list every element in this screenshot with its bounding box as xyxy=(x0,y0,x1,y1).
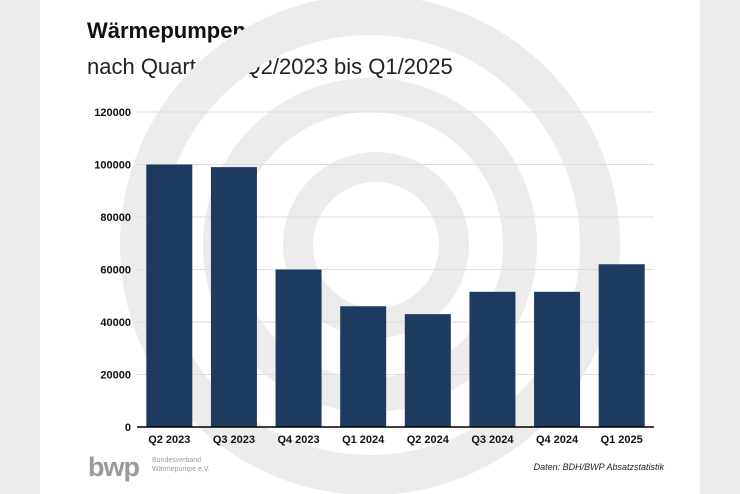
x-tick-label: Q2 2023 xyxy=(148,434,190,446)
x-tick-label: Q3 2023 xyxy=(213,434,255,446)
data-source: Daten: BDH/BWP Absatzstatistik xyxy=(533,462,664,472)
y-tick-label: 60000 xyxy=(100,265,131,277)
y-tick-label: 100000 xyxy=(94,160,131,172)
watermark-ring xyxy=(120,0,620,494)
x-tick-label: Q3 2024 xyxy=(471,434,514,446)
x-tick-label: Q4 2024 xyxy=(536,434,579,446)
logo-subline-1: Bundesverband xyxy=(152,457,202,464)
y-tick-label: 120000 xyxy=(94,107,131,119)
bar xyxy=(146,164,193,427)
bwp-logo-icon: bwp xyxy=(88,452,140,482)
y-axis-ticks: 0 20000 40000 60000 80000 100000 120000 xyxy=(94,107,131,434)
x-tick-label: Q1 2025 xyxy=(601,434,643,446)
bar xyxy=(275,269,322,427)
bar xyxy=(210,167,257,427)
y-tick-label: 0 xyxy=(125,422,131,434)
x-tick-label: Q4 2023 xyxy=(277,434,319,446)
bar xyxy=(340,306,387,427)
logo-subline-2: Wärmepumpe e.V. xyxy=(152,466,210,473)
logo-wordmark: bwp xyxy=(88,452,139,482)
bar xyxy=(469,291,516,427)
x-axis-ticks: Q2 2023 Q3 2023 Q4 2023 Q1 2024 Q2 2024 Q3 20… xyxy=(148,434,643,446)
bar xyxy=(534,291,581,427)
chart-card: Wärmepumpen-Absatz nach Quartalen Q2/202… xyxy=(40,0,700,494)
logo-subline: Bundesverband Wärmepumpe e.V. xyxy=(152,456,210,474)
x-tick-label: Q2 2024 xyxy=(407,434,450,446)
y-tick-label: 80000 xyxy=(100,212,131,224)
bar xyxy=(404,314,451,427)
x-tick-label: Q1 2024 xyxy=(342,434,385,446)
bar-chart: 0 20000 40000 60000 80000 100000 120000 Q2 202… xyxy=(94,0,654,494)
y-tick-label: 40000 xyxy=(100,317,131,329)
bar-series xyxy=(146,164,645,427)
y-tick-label: 20000 xyxy=(100,370,131,382)
bar xyxy=(598,264,645,427)
